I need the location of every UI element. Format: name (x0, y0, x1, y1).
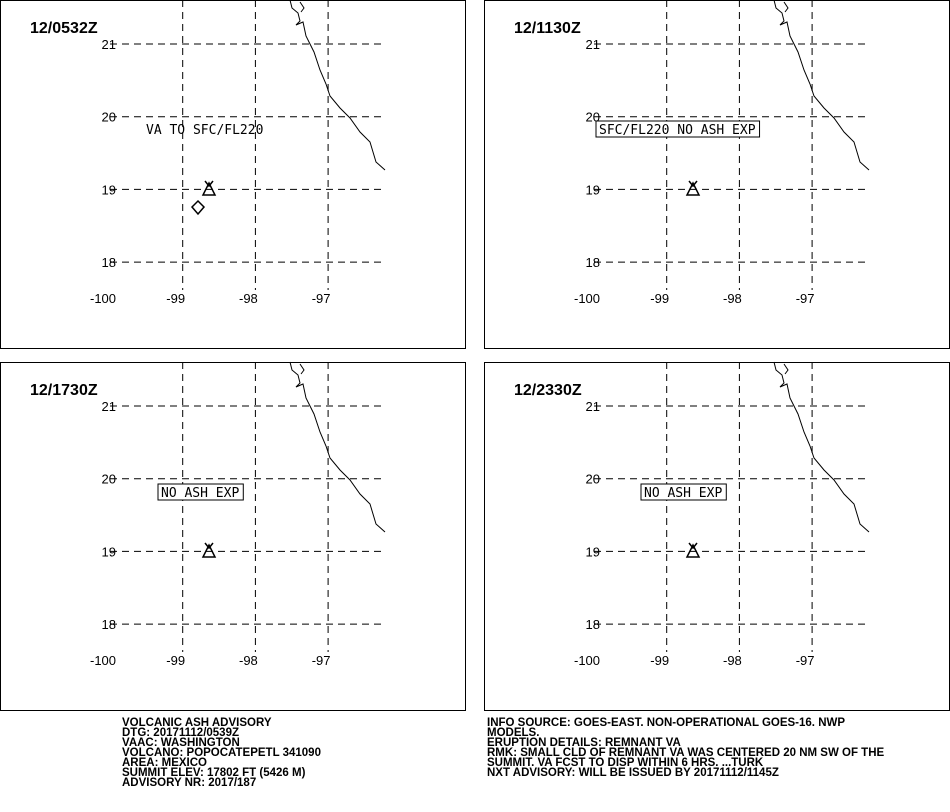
valid-time: 12/1730Z (30, 382, 98, 399)
time-bg (28, 376, 110, 398)
lat-tick-label: 21 (102, 37, 116, 52)
valid-time: 12/2330Z (514, 382, 582, 399)
advisory-text: ERUPTION DETAILS: REMNANT VA (487, 737, 681, 749)
lon-tick-label: -97 (796, 653, 815, 668)
advisory-text: DTG: 20171112/0539Z (122, 727, 239, 739)
advisory-text: VAAC: WASHINGTON (122, 737, 240, 749)
lon-tick-label: -100 (90, 653, 116, 668)
lon-tick-label: -100 (574, 291, 600, 306)
advisory-text: ADVISORY NR: 2017/187 (122, 777, 256, 789)
lon-tick-label: -97 (796, 291, 815, 306)
volcano-symbol (201, 180, 217, 196)
ash-annotation: NO ASH EXP (161, 486, 239, 501)
lat-tick-label: 18 (102, 255, 116, 270)
volcano-symbol (685, 180, 701, 196)
advisory-text: VOLCANIC ASH ADVISORY (122, 717, 272, 729)
lat-tick-label: 20 (102, 110, 116, 125)
time-bg (512, 14, 594, 36)
ash-annotation: VA TO SFC/FL220 (146, 123, 263, 138)
panel-frame (0, 362, 466, 711)
advisory-text: SUMMIT. VA FCST TO DISP WITHIN 6 HRS. ..… (487, 757, 764, 769)
coastline (773, 361, 870, 533)
map-panel: 21 20 19 18 -100 -99 -98 -97 12/0532Z VA TO SFC/F… (0, 0, 466, 349)
lat-tick-label: 19 (102, 544, 116, 559)
lat-tick-label: 19 (102, 182, 116, 197)
lat-tick-label: 21 (102, 399, 116, 414)
advisory-text: MODELS. (487, 727, 539, 739)
lon-tick-label: -99 (650, 653, 669, 668)
panel-frame (484, 362, 950, 711)
valid-time: 12/0532Z (30, 20, 98, 37)
advisory-text: AREA: MEXICO (122, 757, 207, 769)
lon-tick-label: -98 (239, 291, 258, 306)
lon-tick-label: -99 (650, 291, 669, 306)
map-panel: 21 20 19 18 -100 -99 -98 -97 12/1730Z NO ASH EXP (0, 361, 466, 711)
coastline (299, 1, 305, 13)
lon-tick-label: -99 (166, 291, 185, 306)
ash-cloud (190, 199, 206, 216)
annotation-box (595, 120, 761, 138)
lat-tick-label: 20 (102, 472, 116, 487)
lon-tick-label: -99 (166, 653, 185, 668)
ash-annotation: SFC/FL220 NO ASH EXP (599, 123, 756, 138)
lat-tick-label: 21 (586, 37, 600, 52)
lon-tick-label: -97 (312, 653, 331, 668)
lat-tick-label: 20 (586, 472, 600, 487)
advisory-text: SUMMIT ELEV: 17802 FT (5426 M) (122, 767, 306, 779)
lat-tick-label: 19 (586, 544, 600, 559)
panel-frame (484, 0, 950, 349)
lon-tick-label: -98 (239, 653, 258, 668)
lat-tick-label: 21 (586, 399, 600, 414)
panel-frame (0, 0, 466, 349)
lat-tick-label: 18 (586, 255, 600, 270)
time-bg (512, 376, 594, 398)
annotation-box (157, 483, 244, 501)
coastline (299, 363, 305, 375)
lat-tick-label: 18 (102, 617, 116, 632)
coastline (289, 361, 386, 533)
ash-annotation: NO ASH EXP (644, 486, 722, 501)
lat-tick-label: 19 (586, 182, 600, 197)
coastline (783, 1, 789, 13)
lon-tick-label: -100 (574, 653, 600, 668)
coastline (289, 0, 386, 171)
annotation-box (640, 483, 727, 501)
lon-tick-label: -97 (312, 291, 331, 306)
lon-tick-label: -98 (723, 291, 742, 306)
advisory-text: RMK: SMALL CLD OF REMNANT VA WAS CENTERE… (487, 747, 885, 759)
volcano-symbol (685, 542, 701, 558)
lat-tick-label: 18 (586, 617, 600, 632)
advisory-text: NXT ADVISORY: WILL BE ISSUED BY 20171112… (487, 767, 779, 779)
map-panel: 21 20 19 18 -100 -99 -98 -97 12/2330Z NO ASH EXP (484, 361, 950, 711)
coastline (773, 0, 870, 171)
lon-tick-label: -100 (90, 291, 116, 306)
advisory-text: VOLCANO: POPOCATEPETL 341090 (122, 747, 321, 759)
time-bg (28, 14, 110, 36)
valid-time: 12/1130Z (514, 20, 581, 37)
lon-tick-label: -98 (723, 653, 742, 668)
coastline (783, 363, 789, 375)
advisory-text: INFO SOURCE: GOES-EAST. NON-OPERATIONAL … (487, 717, 845, 729)
volcano-symbol (201, 542, 217, 558)
